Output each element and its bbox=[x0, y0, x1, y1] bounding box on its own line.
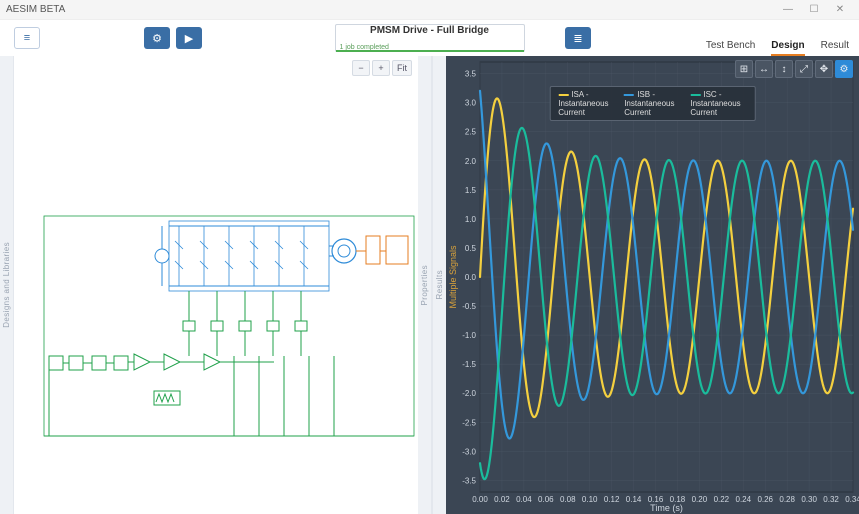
svg-text:0.28: 0.28 bbox=[779, 495, 795, 504]
results-panel: ⊞ ↔ ↕ ⤢ ✥ ⚙ ISA - Instantaneous Current … bbox=[446, 56, 859, 514]
view-tabs: Test Bench Design Result bbox=[706, 40, 849, 56]
run-button[interactable]: ▶ bbox=[176, 27, 202, 49]
window-close-button[interactable]: ✕ bbox=[827, 4, 853, 15]
svg-text:0.24: 0.24 bbox=[736, 495, 752, 504]
project-title-pill[interactable]: PMSM Drive - Full Bridge 1 job completed bbox=[335, 24, 525, 52]
list-icon: ≣ bbox=[573, 32, 582, 45]
svg-text:-1.0: -1.0 bbox=[462, 331, 476, 340]
chart-reset-button[interactable]: ⊞ bbox=[735, 60, 753, 78]
svg-text:-3.0: -3.0 bbox=[462, 447, 476, 456]
sidebar-rail-designs-label: Designs and Libraries bbox=[2, 242, 11, 328]
chart-expand-button[interactable]: ⤢ bbox=[795, 60, 813, 78]
svg-text:-2.5: -2.5 bbox=[462, 418, 476, 427]
svg-text:2.5: 2.5 bbox=[465, 128, 477, 137]
sidebar-rail-results[interactable]: Results bbox=[432, 56, 446, 514]
sidebar-rail-results-label: Results bbox=[435, 270, 444, 299]
svg-text:-0.5: -0.5 bbox=[462, 302, 476, 311]
sidebar-rail-designs[interactable]: Designs and Libraries bbox=[0, 56, 14, 514]
main-area: Designs and Libraries − + Fit Properties… bbox=[0, 56, 859, 514]
svg-text:0.00: 0.00 bbox=[472, 495, 488, 504]
svg-text:-2.0: -2.0 bbox=[462, 389, 476, 398]
svg-text:0.32: 0.32 bbox=[823, 495, 839, 504]
schematic-canvas[interactable]: − + Fit bbox=[14, 56, 418, 514]
svg-text:0.26: 0.26 bbox=[757, 495, 773, 504]
svg-text:0.30: 0.30 bbox=[801, 495, 817, 504]
chart-yzoom-button[interactable]: ↕ bbox=[775, 60, 793, 78]
svg-text:-1.5: -1.5 bbox=[462, 360, 476, 369]
svg-text:0.34: 0.34 bbox=[845, 495, 859, 504]
hamburger-icon: ≡ bbox=[24, 32, 30, 44]
project-title: PMSM Drive - Full Bridge bbox=[370, 25, 489, 44]
svg-text:1.5: 1.5 bbox=[465, 186, 477, 195]
window-titlebar: AESIM BETA — ☐ ✕ bbox=[0, 0, 859, 20]
svg-text:0.04: 0.04 bbox=[516, 495, 532, 504]
chart-settings-button[interactable]: ⚙ bbox=[835, 60, 853, 78]
svg-text:2.0: 2.0 bbox=[465, 157, 477, 166]
window-maximize-button[interactable]: ☐ bbox=[801, 4, 827, 15]
svg-text:0.20: 0.20 bbox=[692, 495, 708, 504]
top-toolbar: ≡ ⚙ ▶ PMSM Drive - Full Bridge 1 job com… bbox=[0, 20, 859, 56]
tab-test-bench[interactable]: Test Bench bbox=[706, 40, 755, 56]
svg-text:0.5: 0.5 bbox=[465, 244, 477, 253]
sidebar-rail-properties-label: Properties bbox=[420, 265, 429, 305]
sidebar-rail-properties[interactable]: Properties bbox=[418, 56, 432, 514]
view-list-button[interactable]: ≣ bbox=[565, 27, 591, 49]
svg-text:0.06: 0.06 bbox=[538, 495, 554, 504]
window-minimize-button[interactable]: — bbox=[775, 4, 801, 15]
svg-text:3.5: 3.5 bbox=[465, 70, 477, 79]
chart-svg[interactable]: -3.5 -3.0 -2.5 -2.0 -1.5 -1.0 -0.5 0.0 0.5 1.0 1.5… bbox=[446, 56, 859, 514]
settings-button[interactable]: ⚙ bbox=[144, 27, 170, 49]
tab-design[interactable]: Design bbox=[771, 40, 804, 56]
svg-text:0.0: 0.0 bbox=[465, 273, 477, 282]
svg-text:Time (s): Time (s) bbox=[650, 503, 683, 513]
app-title: AESIM BETA bbox=[6, 4, 65, 15]
chart-xzoom-button[interactable]: ↔ bbox=[755, 60, 773, 78]
tab-result[interactable]: Result bbox=[821, 40, 849, 56]
svg-text:1.0: 1.0 bbox=[465, 215, 477, 224]
chart-toolbar: ⊞ ↔ ↕ ⤢ ✥ ⚙ bbox=[735, 60, 853, 78]
schematic-svg bbox=[14, 56, 418, 514]
svg-text:0.08: 0.08 bbox=[560, 495, 576, 504]
gear-icon: ⚙ bbox=[152, 32, 162, 45]
chart-pan-button[interactable]: ✥ bbox=[815, 60, 833, 78]
svg-text:0.14: 0.14 bbox=[626, 495, 642, 504]
svg-text:0.02: 0.02 bbox=[494, 495, 510, 504]
status-bar-accent bbox=[336, 50, 524, 52]
svg-text:3.0: 3.0 bbox=[465, 99, 477, 108]
menu-button[interactable]: ≡ bbox=[14, 27, 40, 49]
svg-text:Multiple Signals: Multiple Signals bbox=[448, 245, 458, 309]
svg-text:0.22: 0.22 bbox=[714, 495, 730, 504]
chart-legend: ISA - Instantaneous Current ISB - Instan… bbox=[549, 86, 756, 121]
svg-text:0.10: 0.10 bbox=[582, 495, 598, 504]
play-icon: ▶ bbox=[185, 32, 193, 45]
svg-text:-3.5: -3.5 bbox=[462, 476, 476, 485]
svg-text:0.12: 0.12 bbox=[604, 495, 620, 504]
